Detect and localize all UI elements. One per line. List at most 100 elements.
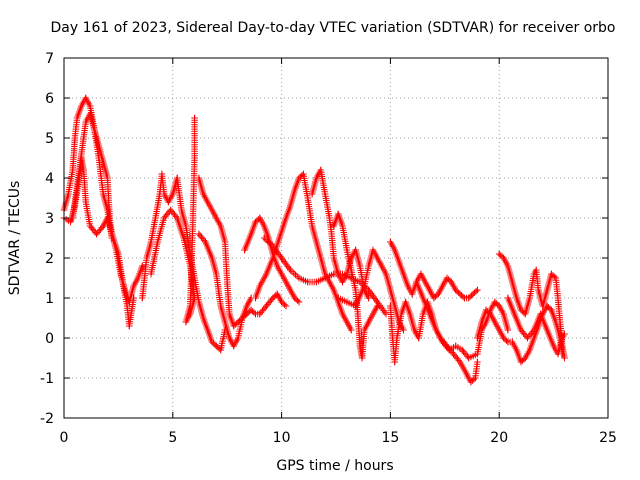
data-point (269, 242, 277, 250)
y-tick-label: 7 (45, 51, 54, 67)
data-point (78, 102, 85, 110)
data-point (287, 202, 294, 210)
data-point (291, 294, 298, 302)
data-point (130, 294, 137, 302)
data-point (300, 170, 307, 178)
data-point (465, 354, 472, 362)
data-point (504, 294, 512, 302)
data-point (182, 222, 190, 230)
data-point (308, 190, 316, 198)
data-point (217, 346, 224, 354)
data-point (487, 310, 494, 318)
data-point (213, 214, 220, 222)
data-point (450, 350, 457, 358)
x-tick-label: 0 (60, 430, 69, 446)
data-point (435, 290, 442, 298)
data-point (139, 262, 146, 270)
data-point (147, 270, 155, 278)
data-point (513, 346, 520, 354)
data-point (174, 174, 181, 182)
data-point (352, 246, 359, 254)
data-point (339, 278, 346, 286)
data-point (295, 174, 303, 182)
data-point (391, 358, 398, 366)
data-point (191, 294, 198, 302)
data-point (504, 262, 512, 270)
data-point (80, 166, 87, 174)
x-axis-title: GPS time / hours (276, 458, 393, 474)
data-point (252, 294, 259, 302)
data-point (191, 154, 198, 162)
data-point (446, 346, 453, 354)
data-point (419, 310, 427, 318)
data-point (67, 218, 74, 226)
data-point (335, 210, 342, 218)
data-point (406, 310, 414, 318)
data-point (543, 326, 551, 334)
data-point (400, 270, 407, 278)
data-point (308, 222, 316, 230)
data-point (282, 302, 290, 310)
data-point (356, 262, 364, 270)
data-point (369, 246, 377, 254)
data-point (463, 370, 470, 378)
data-point (82, 118, 89, 126)
series-track-11 (308, 166, 372, 302)
data-point (278, 270, 285, 278)
series-markers (252, 170, 355, 334)
data-point (100, 190, 107, 198)
y-tick-label: 4 (45, 171, 54, 187)
data-point (530, 326, 538, 334)
data-point (208, 206, 216, 214)
data-point (187, 262, 194, 270)
data-point (213, 342, 220, 350)
data-point (343, 246, 351, 254)
data-point (69, 166, 76, 174)
data-point (509, 338, 516, 346)
x-tick-label: 15 (381, 430, 399, 446)
data-point (330, 254, 337, 262)
data-point (474, 286, 481, 294)
data-point (415, 334, 422, 342)
data-point (361, 282, 368, 290)
data-point (398, 310, 405, 318)
data-point (456, 358, 464, 366)
x-tick-label: 5 (168, 430, 177, 446)
data-point (230, 342, 237, 350)
axis-ticks (63, 57, 609, 419)
data-point (500, 310, 507, 318)
data-point (187, 302, 194, 310)
data-point (330, 222, 337, 230)
data-point (352, 302, 359, 310)
series-track-5 (147, 114, 198, 326)
y-tick-label: -1 (40, 371, 54, 387)
data-point (269, 254, 277, 262)
x-tick-label: 25 (599, 430, 617, 446)
data-point (356, 342, 364, 350)
data-point (104, 206, 111, 214)
data-point (119, 278, 126, 286)
data-point (522, 354, 529, 362)
series-track-12 (330, 210, 381, 362)
data-point (478, 318, 485, 326)
data-point (335, 270, 342, 278)
data-point (287, 286, 294, 294)
data-point (208, 338, 216, 346)
data-point (263, 270, 270, 278)
data-point (391, 246, 398, 254)
plot-frame (63, 57, 609, 419)
data-point (82, 198, 89, 206)
data-point (295, 274, 303, 282)
series-track-3 (69, 110, 116, 242)
data-point (539, 302, 546, 310)
data-point (204, 326, 211, 334)
data-point (517, 358, 525, 366)
data-point (491, 298, 498, 306)
data-point (152, 214, 159, 222)
series-track-15 (387, 298, 481, 386)
data-point (526, 346, 533, 354)
data-point (78, 150, 85, 158)
data-point (256, 214, 263, 222)
data-point (167, 206, 174, 214)
